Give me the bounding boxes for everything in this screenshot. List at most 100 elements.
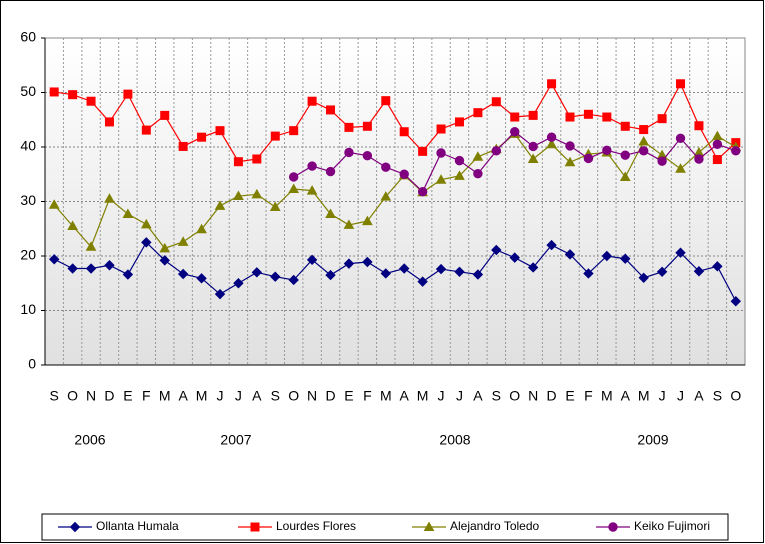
x-tick-label: D bbox=[547, 388, 557, 404]
x-tick-label: O bbox=[730, 388, 741, 404]
series-line bbox=[53, 133, 737, 250]
marker bbox=[602, 145, 612, 155]
x-tick-label: S bbox=[271, 388, 280, 404]
marker bbox=[565, 112, 575, 122]
x-tick-label: A bbox=[473, 388, 483, 404]
x-tick-label: F bbox=[584, 388, 593, 404]
marker bbox=[104, 193, 115, 203]
marker bbox=[675, 133, 686, 143]
x-tick-label: E bbox=[565, 388, 574, 404]
x-tick-label: E bbox=[123, 388, 132, 404]
y-tick-label: 0 bbox=[28, 356, 36, 372]
marker bbox=[380, 191, 392, 201]
marker bbox=[435, 174, 447, 184]
marker bbox=[620, 121, 630, 131]
marker bbox=[675, 247, 686, 258]
marker bbox=[177, 268, 189, 280]
marker bbox=[306, 254, 318, 266]
marker bbox=[362, 151, 373, 161]
x-tick-label: J bbox=[456, 388, 463, 404]
marker bbox=[675, 163, 686, 173]
y-tick-label: 30 bbox=[20, 192, 36, 208]
marker bbox=[638, 136, 650, 146]
marker bbox=[251, 267, 263, 278]
marker bbox=[491, 244, 502, 256]
marker bbox=[177, 236, 189, 246]
marker bbox=[454, 155, 465, 166]
marker bbox=[399, 263, 410, 274]
marker bbox=[344, 147, 354, 158]
marker bbox=[270, 131, 280, 141]
y-tick-label: 20 bbox=[20, 247, 36, 263]
marker bbox=[657, 114, 667, 124]
x-tick-label: N bbox=[307, 388, 317, 404]
marker bbox=[712, 261, 723, 272]
legend-label: Alejandro Toledo bbox=[450, 519, 540, 533]
marker bbox=[307, 96, 317, 106]
x-tick-label: M bbox=[380, 388, 392, 404]
marker bbox=[288, 274, 299, 286]
marker bbox=[233, 157, 243, 167]
marker bbox=[233, 190, 244, 201]
x-tick-label: S bbox=[492, 388, 501, 404]
marker bbox=[676, 79, 686, 89]
marker bbox=[122, 269, 134, 280]
marker bbox=[233, 278, 244, 289]
marker bbox=[270, 271, 281, 282]
marker bbox=[141, 125, 151, 135]
marker bbox=[86, 96, 96, 106]
marker bbox=[67, 263, 78, 274]
marker bbox=[619, 171, 631, 181]
marker bbox=[472, 151, 484, 161]
marker bbox=[608, 522, 618, 532]
marker bbox=[638, 146, 649, 156]
marker bbox=[85, 263, 97, 274]
x-tick-label: A bbox=[400, 388, 410, 404]
x-tick-label: D bbox=[104, 388, 114, 404]
marker bbox=[307, 161, 317, 171]
year-label: 2006 bbox=[74, 432, 105, 448]
x-tick-label: J bbox=[217, 388, 224, 404]
marker bbox=[454, 266, 465, 278]
x-tick-label: S bbox=[50, 388, 59, 404]
marker bbox=[472, 269, 484, 280]
marker bbox=[712, 139, 723, 149]
marker bbox=[197, 132, 207, 142]
marker bbox=[473, 169, 483, 179]
marker bbox=[399, 169, 409, 179]
marker bbox=[68, 90, 78, 100]
marker bbox=[326, 105, 336, 115]
x-tick-label: J bbox=[677, 388, 684, 404]
marker bbox=[325, 269, 336, 281]
marker bbox=[214, 200, 226, 210]
marker bbox=[418, 146, 428, 156]
marker bbox=[583, 109, 593, 119]
marker bbox=[306, 185, 318, 195]
marker bbox=[694, 154, 704, 164]
marker bbox=[362, 121, 372, 131]
marker bbox=[693, 266, 705, 277]
marker bbox=[159, 255, 170, 266]
marker bbox=[583, 268, 594, 279]
marker bbox=[564, 249, 576, 260]
marker bbox=[454, 170, 465, 180]
marker bbox=[399, 127, 409, 137]
marker bbox=[48, 199, 60, 209]
marker bbox=[104, 260, 115, 271]
year-label: 2008 bbox=[439, 432, 470, 448]
marker bbox=[583, 153, 594, 164]
marker bbox=[546, 138, 557, 149]
marker bbox=[491, 146, 502, 156]
marker bbox=[196, 223, 207, 234]
x-tick-label: O bbox=[288, 388, 299, 404]
x-tick-label: M bbox=[638, 388, 650, 404]
x-tick-label: M bbox=[417, 388, 429, 404]
x-tick-label: M bbox=[159, 388, 171, 404]
marker bbox=[528, 110, 538, 120]
marker bbox=[343, 219, 355, 229]
marker bbox=[564, 156, 576, 167]
marker bbox=[250, 522, 260, 532]
marker bbox=[49, 254, 60, 265]
marker bbox=[694, 121, 704, 131]
